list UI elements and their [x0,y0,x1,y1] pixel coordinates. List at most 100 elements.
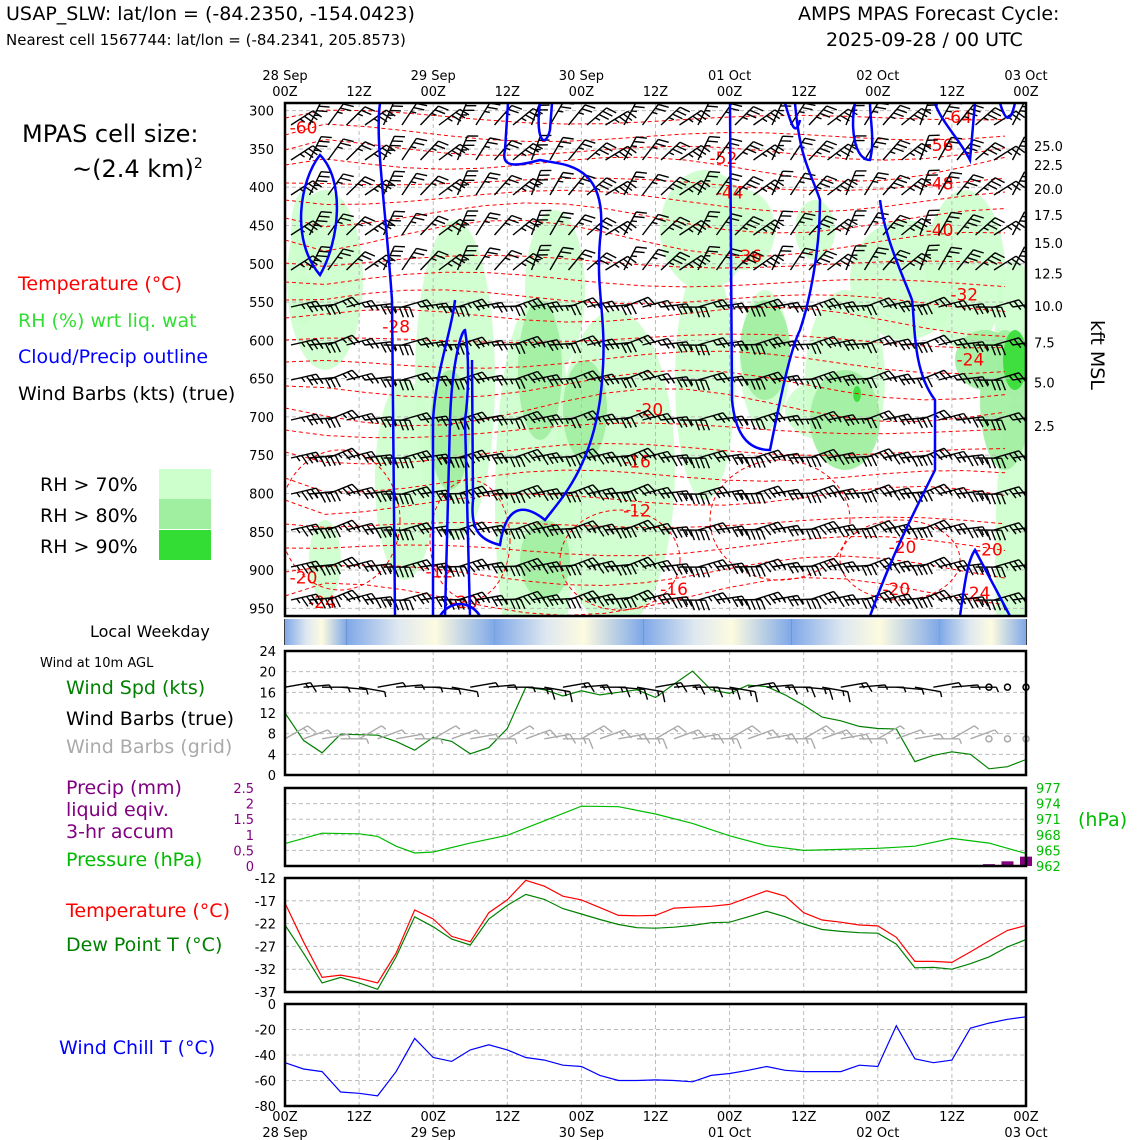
temperature-contour [285,350,1006,375]
wind-barb [956,416,989,428]
rh-region [287,190,363,370]
wind-barb [567,214,596,236]
wind-barb [382,210,406,236]
surface-wind-barb [803,686,834,700]
wind-barb [623,211,647,236]
wind-barb [512,484,546,500]
calm-circle [1003,683,1012,691]
wind-barb [660,490,693,503]
wind-barb [993,486,1026,499]
pressure-tick-label: 962 [1036,860,1061,875]
wind-barb [623,171,647,196]
wind-barb [716,595,749,608]
wind-barb [605,490,637,503]
cloud-outline-path [470,103,605,547]
pressure-tick-label: 650 [249,373,274,388]
wind-barb [623,136,647,161]
wind-barb [549,491,582,503]
pressure-tick-label: 750 [249,449,274,464]
wind-barb [679,566,711,578]
wind-barb [919,334,953,346]
wind-barb [734,175,764,196]
wind-barb [808,484,842,500]
wind-barb [697,486,731,499]
wind-barb [993,592,1026,605]
top-time-label: 12Z [643,85,669,100]
wind-barb [734,565,766,577]
wind-barb [438,108,470,126]
surface-wind-barb [636,686,666,703]
wind-barb [753,298,786,311]
wind-barb [808,520,842,536]
dewpoint-line [284,893,1027,991]
bottom-time-label: 00Z [1013,1110,1039,1125]
wind-barb [864,520,897,533]
rh-region [309,520,341,600]
wind-barb [660,303,693,315]
surface-grid-barb [377,729,407,740]
wind-barb [549,211,574,236]
wind-barb [660,106,691,126]
pressure-tick-label: 900 [249,564,274,579]
wind-barb [290,487,324,501]
top-date-label: 29 Sep [411,69,456,84]
wind-barb [623,409,657,421]
wind-barb [734,492,766,504]
wind-barb [660,341,693,353]
kft-tick-label: 17.5 [1034,209,1063,224]
weekday-band [285,619,347,645]
wind-barb [938,299,971,311]
wind-barb [919,134,940,161]
top-time-label: 00Z [717,85,743,100]
wind-barb [993,450,1026,463]
surface-grid-barb [655,725,687,740]
wind-barb [309,376,341,389]
wind-barb [605,526,637,539]
wind-barb [993,220,1026,236]
wind-barb [863,247,889,271]
wind-barb [919,409,953,421]
wind-barb [956,490,989,503]
wind-barb [808,448,842,464]
bottom-time-label: 00Z [865,1110,891,1125]
wind-barb [716,453,749,466]
temperature-label: -32 [950,285,978,305]
kft-tick-label: 12.5 [1034,268,1063,283]
rh-80-label: RH > 80% [40,505,138,527]
wind-barb [641,173,669,196]
wind-barb [716,375,749,387]
temperature-label: -20 [975,540,1003,560]
wind-barb [623,589,657,603]
wind-barb [660,376,693,388]
kft-tick-label: 20.0 [1034,183,1063,198]
surface-wind-barb [840,682,873,693]
temperature-contour-loop [559,509,681,611]
panel-tick-label: 4 [268,748,276,763]
wind-barb [549,171,574,196]
surface-grid-barb [414,738,444,745]
wind-barb [383,566,415,578]
wind-barb [512,410,546,424]
kft-tick-label: 5.0 [1034,376,1055,391]
wind-barb [364,179,396,196]
wind-barb [956,174,984,196]
temperature-label: -16 [660,580,688,600]
wind-barb [346,372,379,384]
wind-barb [919,519,953,533]
wind-barb [845,455,878,467]
kft-tick-label: 22.5 [1034,159,1063,174]
wind-barb [568,484,601,497]
wind-barb [309,303,341,316]
wind-barb [938,337,971,349]
rh-90-swatch [159,530,211,560]
wind-barb [919,103,938,126]
bottom-date-label: 30 Sep [559,1126,604,1140]
temperature-contour [285,442,1006,465]
wind-barb [975,142,1005,161]
bottom-time-label: 00Z [420,1110,446,1125]
top-time-label: 12Z [791,85,817,100]
surface-grid-barb [877,725,905,740]
wind-barb [975,306,1007,318]
wind-barb [401,486,435,499]
